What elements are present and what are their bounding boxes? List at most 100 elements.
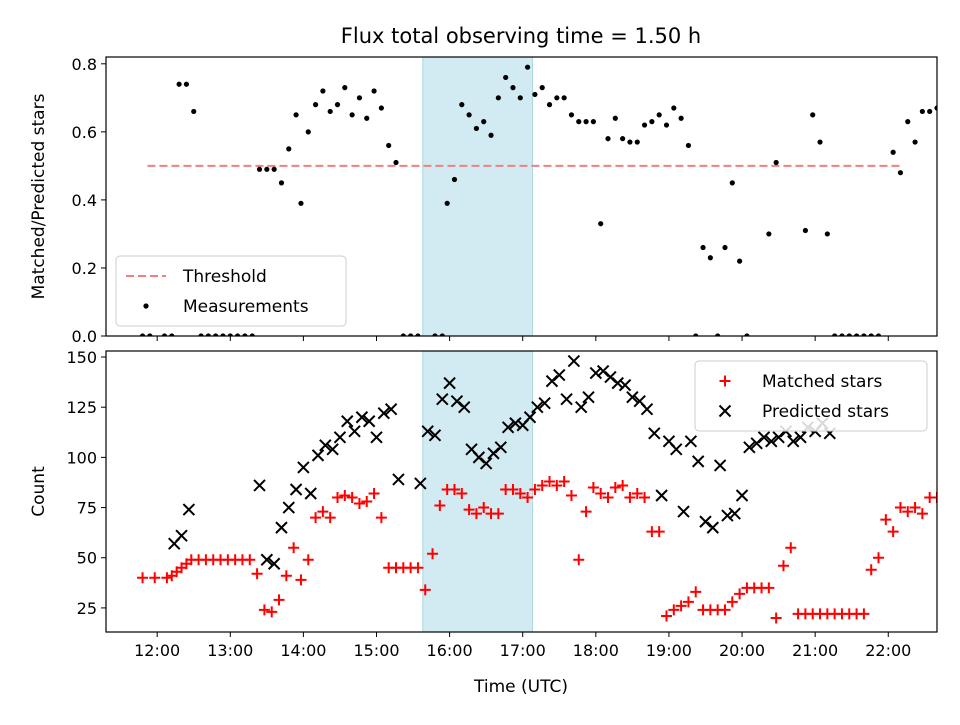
matched-stars-point <box>916 508 928 520</box>
measurements-point <box>312 102 319 108</box>
matched-stars-point <box>880 514 892 526</box>
measurements-point <box>432 333 438 336</box>
matched-stars-point <box>463 504 475 516</box>
measurements-point <box>554 95 560 101</box>
y-tick-label: 150 <box>66 348 97 367</box>
matched-stars-point <box>763 582 775 594</box>
measurements-point <box>590 119 596 125</box>
measurements-point <box>271 166 277 172</box>
matched-stars-point <box>288 542 300 554</box>
matched-stars-point <box>244 554 256 566</box>
predicted-stars-point <box>677 505 690 518</box>
matched-stars-point <box>310 512 322 524</box>
matched-stars-point <box>544 475 556 487</box>
measurements-point <box>220 333 226 336</box>
matched-stars-point <box>332 492 344 504</box>
x-tick-label: 20:00 <box>719 641 765 660</box>
y-tick-label: 0.6 <box>72 123 97 142</box>
y-tick-label: 100 <box>66 448 97 467</box>
measurements-point <box>576 119 582 125</box>
matched-stars-point <box>573 554 585 566</box>
measurements-point <box>832 333 838 336</box>
measurements-point <box>286 146 292 152</box>
measurements-point <box>293 112 299 118</box>
predicted-stars-point <box>260 553 274 566</box>
matched-stars-point <box>675 600 687 612</box>
measurements-point <box>649 119 655 125</box>
predicted-stars-point <box>311 449 325 462</box>
predicted-stars-point <box>333 431 347 444</box>
predicted-stars-point <box>626 390 639 404</box>
measurements-point <box>227 333 233 336</box>
matched-stars-point <box>595 488 607 500</box>
measurements-point <box>510 85 516 91</box>
measurements-point <box>169 333 175 336</box>
predicted-stars-point <box>713 459 727 472</box>
matched-stars-point <box>353 498 365 510</box>
predicted-stars-point <box>553 368 566 382</box>
matched-stars-point <box>785 542 797 554</box>
matched-stars-point <box>137 572 149 584</box>
matched-stars-point <box>273 594 285 606</box>
y-tick-label: 50 <box>77 549 97 568</box>
measurements-point <box>810 112 816 118</box>
matched-stars-point <box>858 608 870 620</box>
predicted-stars-point <box>509 417 522 430</box>
matched-stars-point <box>161 572 173 584</box>
y-tick-label: 0.0 <box>72 327 97 346</box>
matched-stars-point <box>419 584 431 596</box>
measurements-point <box>641 122 648 128</box>
predicted-stars-point <box>326 443 339 456</box>
measurements-point <box>853 333 860 336</box>
predicted-stars-point <box>765 435 778 448</box>
measurements-point <box>715 333 721 336</box>
measurements-point <box>517 95 523 101</box>
measurements-point <box>278 180 285 186</box>
measurements-point <box>875 333 882 336</box>
predicted-stars-point <box>275 521 288 534</box>
y-tick-label: 0.4 <box>72 191 97 210</box>
measurements-point <box>693 333 699 336</box>
matched-stars-point <box>507 483 519 495</box>
matched-stars-point <box>682 596 694 608</box>
measurements-point <box>298 200 304 206</box>
measurements-point <box>234 333 241 336</box>
measurements-point <box>466 112 472 118</box>
matched-stars-point <box>653 526 665 538</box>
legend: Threshold Measurements <box>115 255 347 327</box>
y-tick-label: 125 <box>66 398 97 417</box>
measurements-point <box>620 136 626 142</box>
measurements-point <box>546 102 553 108</box>
matched-stars-point <box>149 572 161 584</box>
predicted-stars-point <box>794 431 807 444</box>
predicted-stars-point <box>297 461 310 474</box>
measurements-point <box>729 180 735 186</box>
measurements-point <box>839 333 845 336</box>
matched-stars-point <box>617 479 629 491</box>
matched-stars-point <box>909 502 921 514</box>
matched-stars-point <box>894 502 906 514</box>
legend: Matched stars Predicted stars <box>694 360 928 432</box>
measurements-point <box>451 176 458 183</box>
x-tick-label: 19:00 <box>646 641 692 660</box>
matched-stars-point <box>734 588 746 600</box>
matched-stars-point <box>602 492 614 504</box>
measurements-point <box>605 136 611 142</box>
matched-stars-point <box>368 488 380 500</box>
measurements-point <box>817 139 823 145</box>
observing-window-span <box>422 56 533 337</box>
x-tick-label: 13:00 <box>207 641 253 660</box>
predicted-stars-point <box>392 473 405 486</box>
predicted-stars-point <box>670 443 683 456</box>
y-axis-label: Count <box>29 466 49 517</box>
predicted-stars-point <box>743 441 756 454</box>
measurements-point <box>561 95 567 101</box>
measurements-point <box>700 244 706 251</box>
measurements-point <box>678 115 684 121</box>
panel-matched-ratio: 0.0 0.2 0.4 0.6 0.8 Matched/Predicted stars Th… <box>29 55 938 346</box>
measurements-point <box>934 105 937 111</box>
predicted-stars-point <box>531 400 544 414</box>
chart-title: Flux total observing time = 1.50 h <box>341 24 701 48</box>
legend-measurements-label: Measurements <box>183 297 309 317</box>
measurements-point <box>890 149 896 155</box>
